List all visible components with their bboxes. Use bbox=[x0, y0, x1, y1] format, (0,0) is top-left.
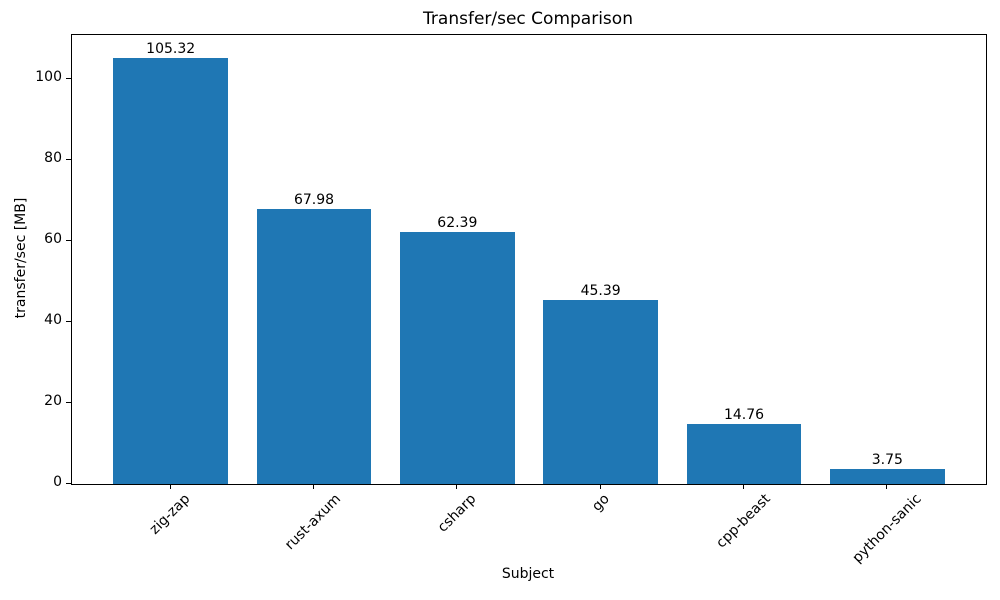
y-tick-label: 40 bbox=[44, 312, 62, 329]
y-tick-label: 80 bbox=[44, 150, 62, 167]
x-axis-label: Subject bbox=[501, 566, 555, 582]
bar-cpp-beast bbox=[686, 424, 802, 484]
y-tick-mark bbox=[66, 401, 71, 403]
bar-value-label: 62.39 bbox=[437, 214, 478, 231]
bar-zig-zap bbox=[113, 57, 228, 484]
x-tick-mark bbox=[743, 484, 744, 489]
x-tick-label: python-sanic bbox=[849, 491, 925, 567]
x-tick-label: cpp-beast bbox=[713, 491, 774, 552]
y-tick-mark bbox=[66, 320, 71, 322]
y-axis-label: transfer/sec [MB] bbox=[13, 197, 29, 319]
bar-value-label: 45.39 bbox=[580, 283, 621, 300]
y-tick-mark bbox=[66, 482, 71, 484]
bar-rust-axum bbox=[256, 209, 372, 484]
bar-csharp bbox=[400, 231, 515, 484]
y-tick-label: 0 bbox=[53, 474, 62, 490]
x-tick-label: rust-axum bbox=[282, 491, 345, 554]
y-tick-mark bbox=[66, 77, 71, 79]
bar-value-label: 67.98 bbox=[293, 192, 335, 209]
y-tick-mark bbox=[66, 239, 71, 241]
y-tick-label: 60 bbox=[44, 231, 62, 248]
chart-title: Transfer/sec Comparison bbox=[423, 9, 633, 29]
y-tick-label: 20 bbox=[44, 393, 62, 410]
x-tick-label: csharp bbox=[434, 491, 480, 536]
bar-value-label: 14.76 bbox=[723, 407, 765, 424]
bar-python-sanic bbox=[830, 468, 945, 484]
bar-value-label: 105.32 bbox=[146, 40, 196, 57]
x-tick-mark bbox=[313, 484, 314, 489]
plot-area: 105.32 67.98 62.39 45.39 14.76 3.75 bbox=[71, 34, 987, 485]
y-tick-label: 100 bbox=[35, 69, 62, 86]
x-tick-label: zig-zap bbox=[146, 491, 194, 538]
x-tick-mark bbox=[456, 484, 458, 489]
x-tick-mark bbox=[169, 484, 171, 489]
x-tick-mark bbox=[599, 484, 601, 489]
bar-go bbox=[543, 300, 658, 484]
x-tick-mark bbox=[886, 484, 888, 489]
bar-value-label: 3.75 bbox=[871, 451, 903, 468]
y-tick-mark bbox=[66, 158, 71, 160]
x-tick-label: go bbox=[588, 491, 613, 515]
